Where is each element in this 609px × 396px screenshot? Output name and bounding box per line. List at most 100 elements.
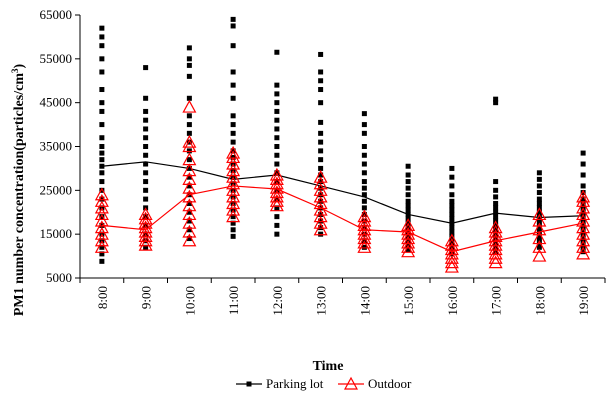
- parking-lot-point: [318, 87, 324, 93]
- parking-lot-point: [186, 209, 192, 215]
- x-tick-label: 16:00: [445, 286, 460, 316]
- outdoor-point: [401, 235, 416, 249]
- parking-lot-point: [99, 69, 105, 75]
- parking-lot-point: [318, 231, 324, 237]
- parking-lot-point: [143, 161, 149, 167]
- parking-lot-point: [143, 179, 149, 185]
- outdoor-point: [576, 220, 591, 234]
- parking-lot-point: [143, 126, 149, 132]
- outdoor-point: [532, 222, 547, 236]
- x-tick-label: 10:00: [182, 286, 197, 316]
- parking-lot-point: [230, 95, 236, 101]
- parking-lot-point: [99, 251, 105, 257]
- outdoor-point: [357, 218, 372, 231]
- parking-lot-point: [493, 205, 499, 211]
- parking-lot-point: [186, 130, 192, 136]
- parking-lot-point: [143, 152, 149, 158]
- parking-lot-point: [580, 161, 586, 167]
- y-tick-label: 65000: [40, 7, 73, 22]
- parking-lot-point: [536, 231, 542, 237]
- parking-lot-point: [449, 247, 455, 253]
- parking-lot-point: [318, 192, 324, 198]
- y-axis-ticks: 5000 15000 25000 35000 45000 55000 65000: [40, 7, 80, 285]
- outdoor-point: [226, 176, 241, 190]
- outdoor-point: [357, 240, 372, 253]
- outdoor-point: [94, 207, 109, 221]
- outdoor-point: [226, 156, 241, 170]
- outdoor-point: [94, 226, 109, 240]
- x-tick-label: 8:00: [95, 286, 110, 309]
- outdoor-point: [94, 200, 109, 214]
- parking-lot-point: [536, 170, 542, 176]
- outdoor-point: [444, 251, 459, 264]
- outdoor-point: [94, 220, 109, 234]
- parking-lot-point: [274, 152, 280, 158]
- parking-lot-point: [186, 183, 192, 189]
- outdoor-point: [488, 242, 503, 256]
- parking-lot-point: [536, 227, 542, 233]
- parking-lot-point: [143, 170, 149, 176]
- parking-lot-point: [186, 174, 192, 180]
- parking-lot-point: [143, 187, 149, 193]
- parking-lot-point: [143, 65, 149, 71]
- outdoor-point: [444, 233, 459, 247]
- parking-lot-point: [493, 194, 499, 200]
- parking-lot-point: [274, 82, 280, 88]
- parking-lot-point: [186, 95, 192, 101]
- parking-lot-point: [186, 62, 192, 68]
- parking-lot-point: [449, 211, 455, 217]
- parking-lot-point: [493, 100, 499, 106]
- parking-lot-point: [186, 56, 192, 62]
- parking-lot-point: [230, 214, 236, 220]
- y-tick-label: 45000: [40, 95, 73, 110]
- outdoor-point: [576, 207, 591, 221]
- parking-lot-point: [99, 258, 105, 264]
- outdoor-point: [488, 246, 503, 260]
- parking-lot-point: [536, 176, 542, 182]
- parking-lot-point: [274, 100, 280, 106]
- parking-lot-point: [99, 108, 105, 114]
- parking-lot-point: [318, 119, 324, 125]
- x-tick-label: 19:00: [576, 286, 591, 316]
- y-tick-label: 5000: [46, 270, 72, 285]
- parking-lot-point: [318, 157, 324, 163]
- outdoor-point: [488, 237, 503, 251]
- outdoor-point: [576, 200, 591, 214]
- outdoor-point: [357, 222, 372, 236]
- parking-lot-point: [580, 214, 586, 220]
- parking-lot-point: [99, 34, 105, 40]
- parking-lot-point: [274, 214, 280, 220]
- outdoor-point: [138, 207, 153, 221]
- outdoor-point: [488, 220, 503, 234]
- parking-lot-point: [143, 117, 149, 123]
- outdoor-point: [138, 215, 153, 229]
- parking-lot-point: [230, 122, 236, 128]
- outdoor-point: [576, 189, 591, 203]
- parking-lot-point: [143, 108, 149, 114]
- outdoor-point: [138, 229, 153, 242]
- parking-lot-point: [580, 209, 586, 215]
- parking-lot-point: [318, 198, 324, 204]
- outdoor-point: [138, 237, 153, 251]
- parking-lot-point: [99, 244, 105, 250]
- parking-lot-point: [361, 205, 367, 211]
- parking-lot-point: [274, 126, 280, 132]
- parking-lot-point: [274, 222, 280, 228]
- y-axis-title-end: ): [12, 64, 27, 69]
- parking-lot-point: [230, 220, 236, 226]
- outdoor-point: [313, 183, 328, 196]
- outdoor-point: [532, 231, 547, 245]
- parking-lot-point: [318, 100, 324, 106]
- parking-lot-point: [230, 233, 236, 239]
- x-tick-label: 14:00: [357, 286, 372, 316]
- outdoor-point: [576, 233, 591, 247]
- parking-lot-point: [580, 190, 586, 196]
- outdoor-point: [313, 222, 328, 236]
- parking-lot-point: [449, 216, 455, 222]
- parking-lot-point: [361, 152, 367, 158]
- x-tick-label: 15:00: [401, 286, 416, 316]
- outdoor-point: [182, 198, 197, 212]
- parking-lot-point: [318, 211, 324, 217]
- parking-lot-point: [449, 174, 455, 180]
